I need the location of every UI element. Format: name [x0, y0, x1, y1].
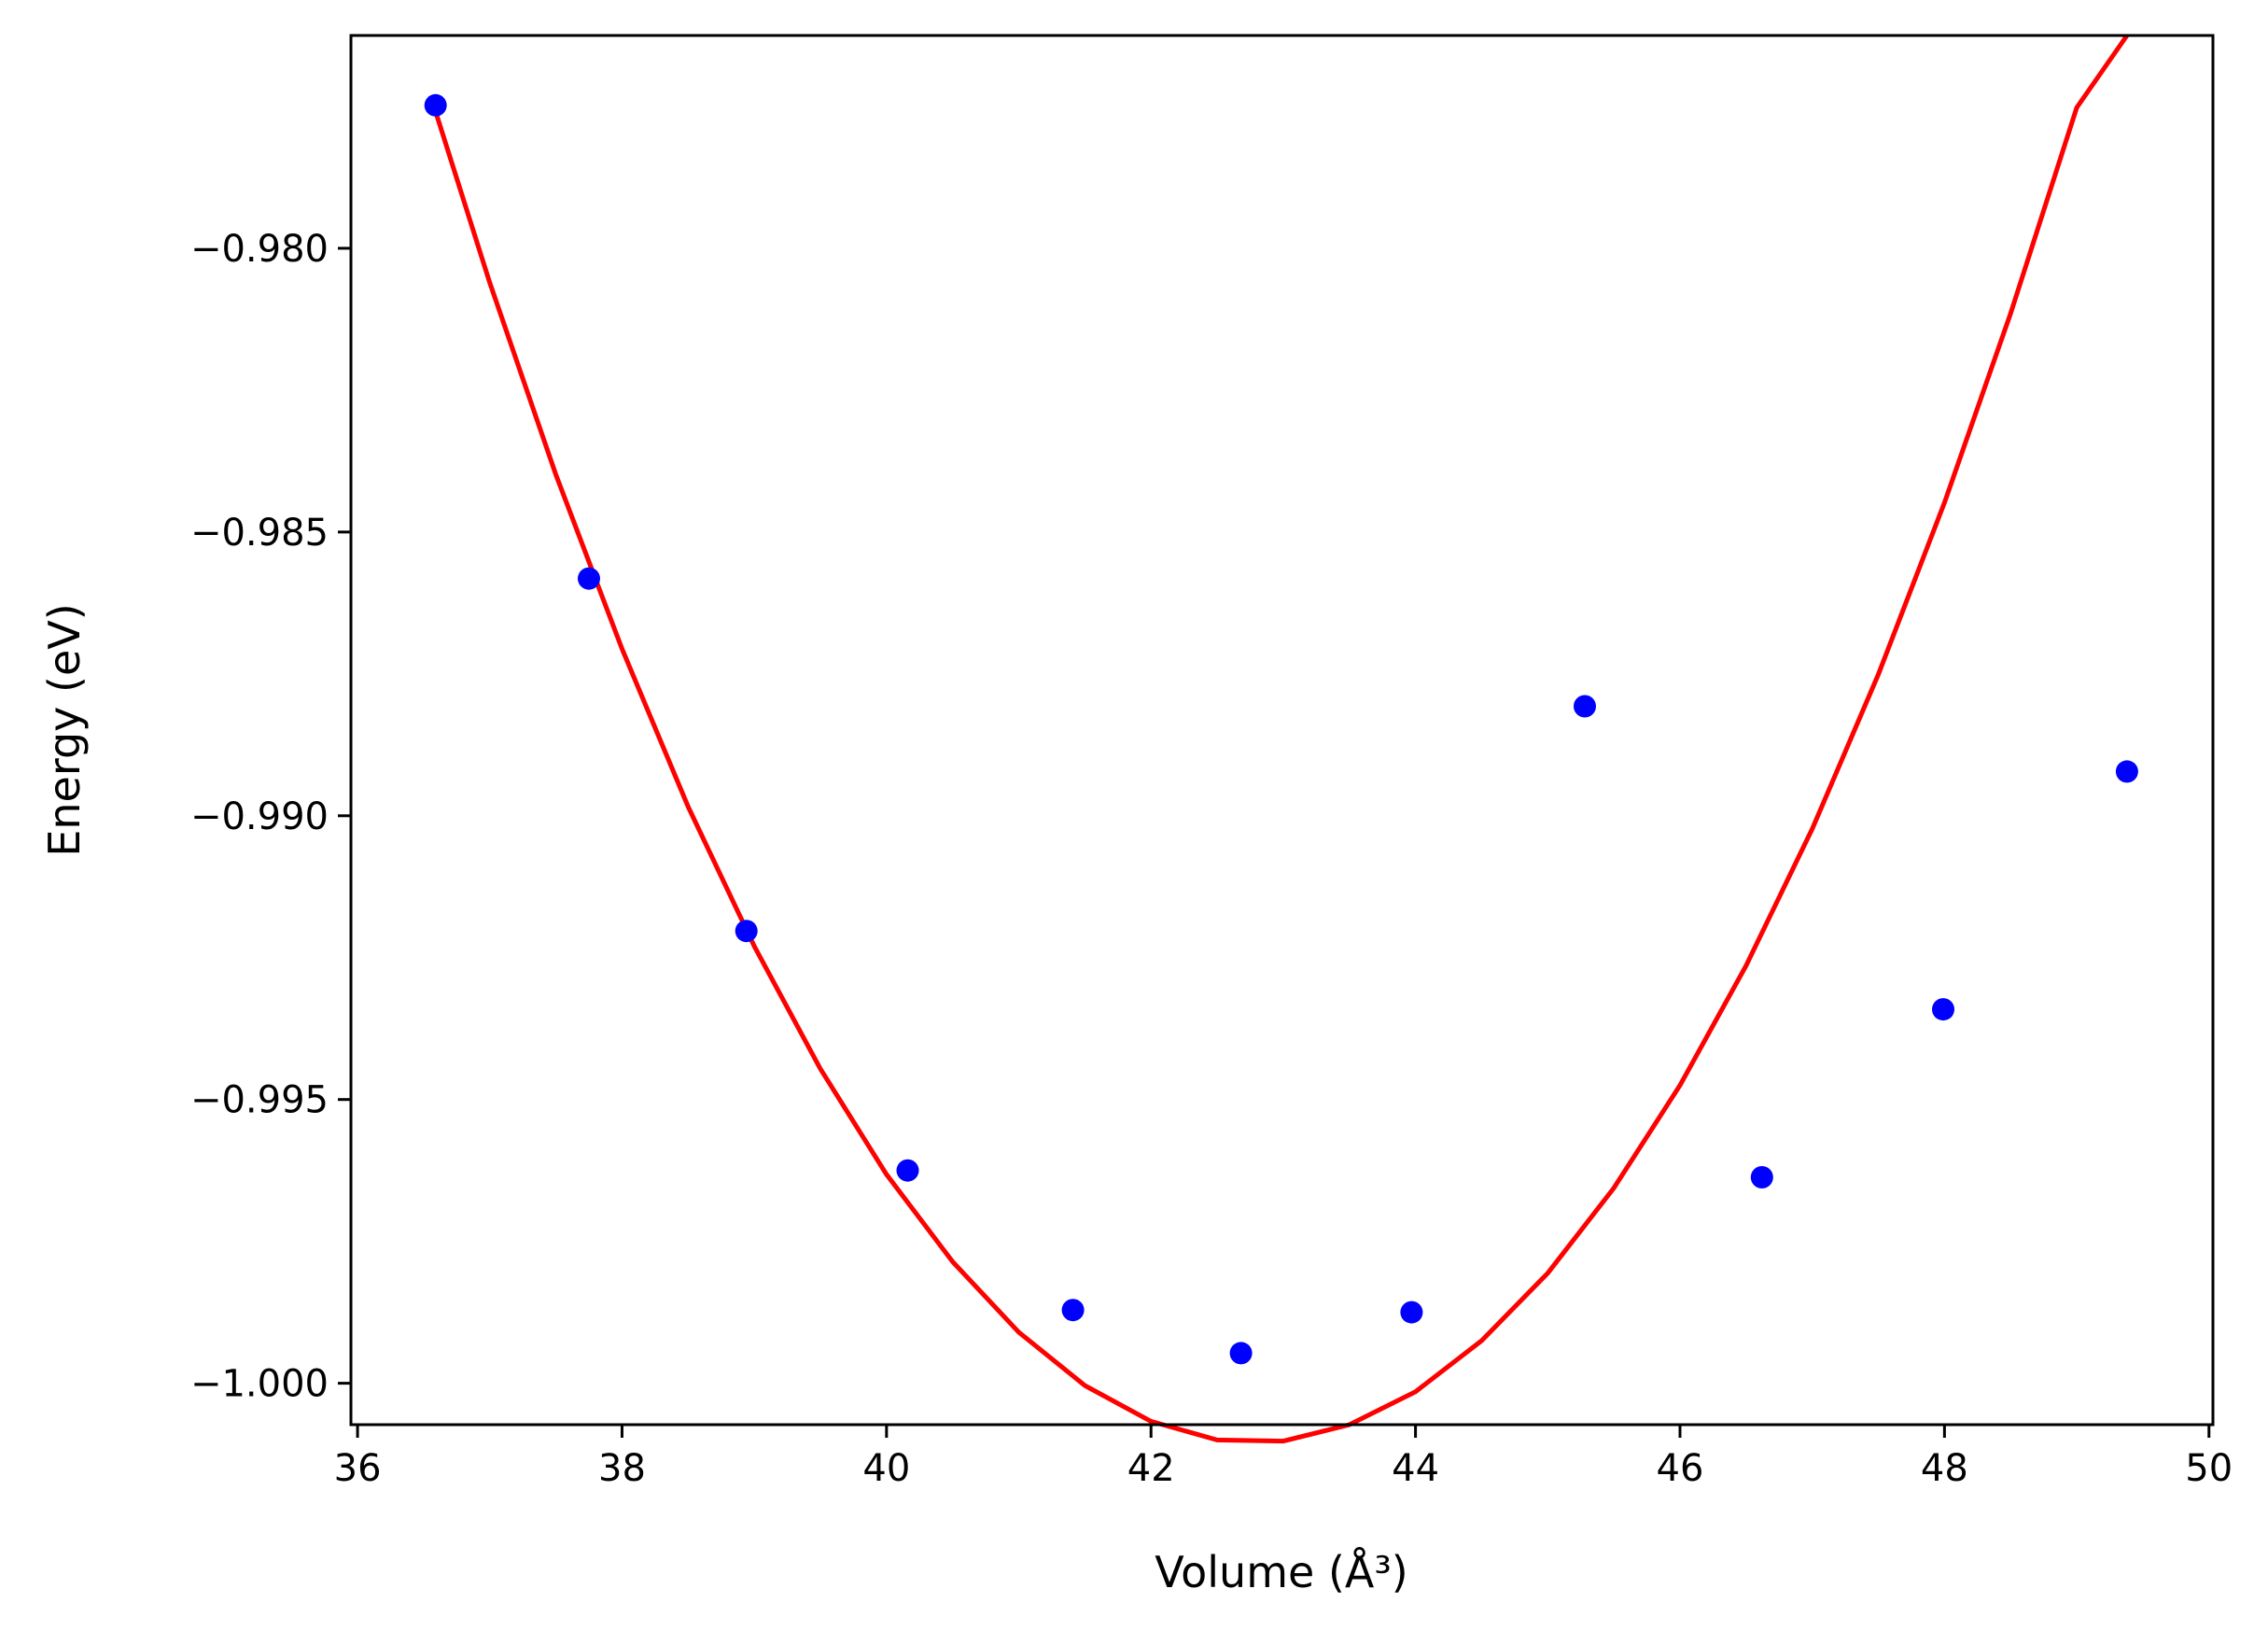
data-point: [1229, 1342, 1253, 1365]
data-point: [1061, 1299, 1085, 1322]
x-tick-label: 48: [1921, 1447, 1968, 1490]
data-point: [735, 920, 758, 943]
y-tick-label: −0.985: [190, 512, 329, 555]
x-tick-label: 44: [1392, 1447, 1439, 1490]
data-point: [1574, 695, 1596, 718]
data-point: [1400, 1301, 1423, 1324]
fit-curve: [433, 34, 2129, 1444]
data-point: [1932, 998, 1954, 1021]
y-tick-label: −0.995: [190, 1079, 329, 1122]
data-point: [424, 93, 447, 117]
y-axis-label: Energy (eV): [39, 603, 90, 856]
x-axis: 36 38 40 42 44 46 48 50: [334, 1425, 2233, 1490]
y-axis: −0.980 −0.985 −0.990 −0.995 −1.000: [190, 228, 351, 1406]
y-tick-label: −0.980: [190, 228, 329, 271]
y-tick-label: −0.990: [190, 795, 329, 838]
x-axis-label: Volume (Å³): [1155, 1547, 1408, 1597]
x-tick-label: 36: [334, 1447, 382, 1490]
data-point: [1750, 1166, 1773, 1188]
x-tick-label: 46: [1657, 1447, 1704, 1490]
plot-area: [424, 34, 2138, 1444]
plot-frame: [349, 34, 2215, 1427]
data-point: [578, 567, 600, 590]
data-point: [896, 1159, 919, 1182]
x-tick-label: 38: [598, 1447, 646, 1490]
y-tick-label: −1.000: [190, 1363, 329, 1406]
data-point: [2115, 760, 2138, 783]
x-tick-label: 42: [1127, 1447, 1175, 1490]
x-tick-label: 50: [2185, 1447, 2233, 1490]
x-tick-label: 40: [862, 1447, 910, 1490]
